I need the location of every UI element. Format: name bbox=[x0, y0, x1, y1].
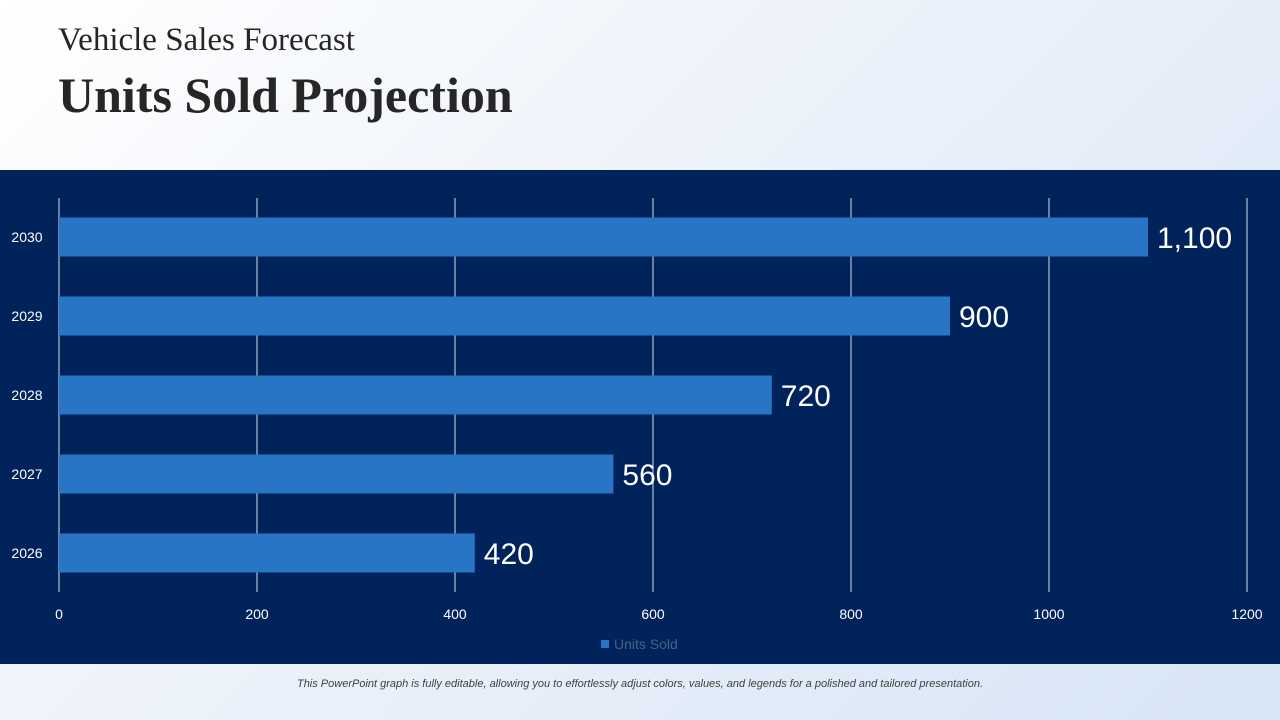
bar bbox=[59, 454, 614, 494]
bar bbox=[59, 217, 1148, 257]
bar-data-label: 420 bbox=[484, 538, 534, 571]
x-tick-label: 800 bbox=[839, 606, 863, 622]
y-category-label: 2030 bbox=[11, 229, 42, 245]
legend-swatch bbox=[601, 640, 609, 648]
x-tick-label: 200 bbox=[245, 606, 269, 622]
bar bbox=[59, 533, 475, 573]
bar-data-label: 560 bbox=[622, 459, 672, 492]
bar bbox=[59, 296, 950, 336]
slide-footer: This PowerPoint graph is fully editable,… bbox=[0, 664, 1280, 720]
bar-data-label: 1,100 bbox=[1157, 222, 1232, 255]
bar-data-label: 900 bbox=[959, 301, 1009, 334]
y-category-label: 2027 bbox=[11, 466, 42, 482]
bar-data-label: 720 bbox=[781, 380, 831, 413]
y-category-label: 2028 bbox=[11, 387, 42, 403]
x-tick-label: 0 bbox=[55, 606, 63, 622]
slide-header: Vehicle Sales Forecast Units Sold Projec… bbox=[0, 0, 1280, 170]
x-tick-label: 1000 bbox=[1033, 606, 1064, 622]
chart-panel: 0 200 400 600 800 1000 1200 2026 420 2027 560 2028 7… bbox=[0, 170, 1280, 664]
slide-title: Units Sold Projection bbox=[58, 67, 513, 123]
footer-note: This PowerPoint graph is fully editable,… bbox=[296, 678, 984, 690]
legend-label: Units Sold bbox=[614, 636, 678, 652]
y-category-label: 2029 bbox=[11, 308, 42, 324]
y-category-label: 2026 bbox=[11, 545, 42, 561]
slide-subtitle: Vehicle Sales Forecast bbox=[58, 22, 355, 58]
x-tick-label: 400 bbox=[443, 606, 467, 622]
x-tick-label: 1200 bbox=[1231, 606, 1262, 622]
bar-chart: 0 200 400 600 800 1000 1200 2026 420 2027 560 2028 7… bbox=[11, 198, 1263, 652]
x-tick-label: 600 bbox=[641, 606, 665, 622]
bar bbox=[59, 375, 772, 415]
